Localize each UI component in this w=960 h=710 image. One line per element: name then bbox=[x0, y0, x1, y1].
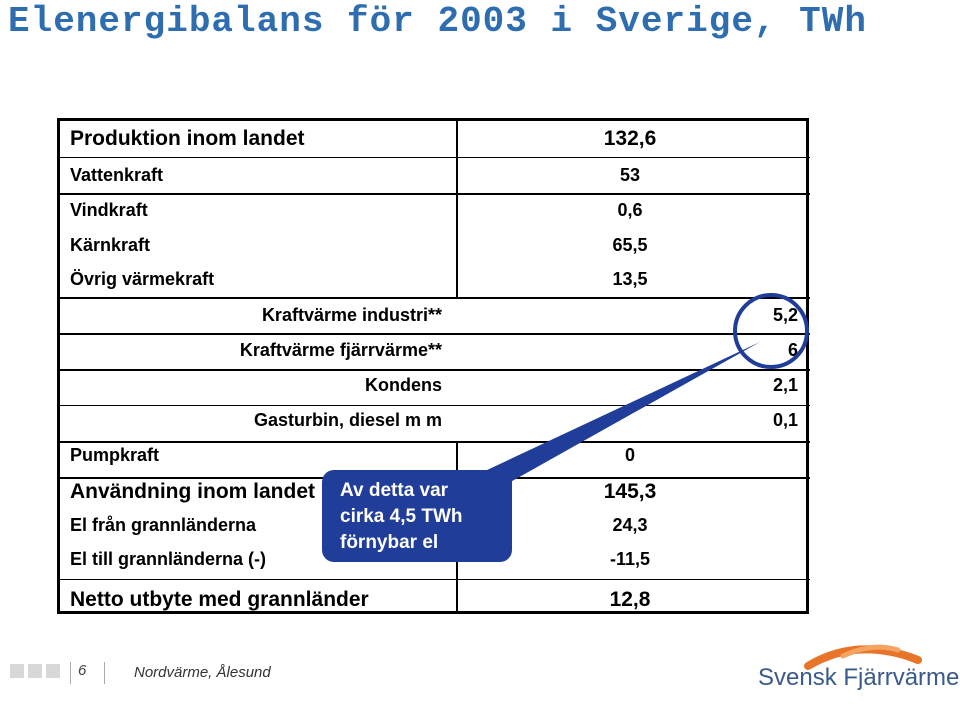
footer-square bbox=[46, 664, 60, 678]
footer-square bbox=[28, 664, 42, 678]
footer-divider bbox=[70, 662, 71, 684]
row-divider bbox=[60, 157, 810, 158]
ovrig-value: 13,5 bbox=[612, 269, 648, 289]
kv-industri-label: Kraftvärme industri** bbox=[261, 305, 442, 325]
anvandning-value: 145,3 bbox=[603, 480, 657, 503]
highlight-ellipse bbox=[733, 293, 809, 369]
el-till-value: -11,5 bbox=[609, 549, 651, 569]
logo-swoosh-icon bbox=[804, 644, 922, 670]
el-till-label: El till grannländerna (-) bbox=[70, 549, 267, 569]
footer-text: Nordvärme, Ålesund bbox=[134, 664, 271, 681]
produktion-value: 132,6 bbox=[603, 127, 657, 150]
row-divider bbox=[60, 333, 810, 335]
row-divider bbox=[60, 579, 810, 580]
karnkraft-label: Kärnkraft bbox=[70, 235, 151, 255]
kondens-value: 2,1 bbox=[772, 375, 798, 395]
footer-square bbox=[10, 664, 24, 678]
el-fran-label: El från grannländerna bbox=[70, 515, 257, 535]
vattenkraft-value: 53 bbox=[619, 165, 641, 185]
produktion-label: Produktion inom landet bbox=[70, 127, 305, 150]
kv-fjarr-label: Kraftvärme fjärrvärme** bbox=[239, 340, 442, 360]
footer-divider bbox=[104, 662, 105, 684]
row-divider bbox=[60, 369, 810, 371]
callout-line-2: cirka 4,5 TWh bbox=[340, 506, 463, 527]
ovrig-label: Övrig värmekraft bbox=[70, 269, 215, 289]
netto-value: 12,8 bbox=[609, 588, 651, 611]
netto-label: Netto utbyte med grannländer bbox=[70, 588, 369, 611]
callout-line-3: förnybar el bbox=[340, 532, 439, 553]
page-title: Elenergibalans för 2003 i Sverige, TWh bbox=[8, 1, 867, 42]
karnkraft-value: 65,5 bbox=[612, 235, 648, 255]
gasturbin-value: 0,1 bbox=[772, 410, 798, 430]
vindkraft-value: 0,6 bbox=[617, 200, 643, 220]
gasturbin-label: Gasturbin, diesel m m bbox=[253, 410, 442, 430]
pumpkraft-value: 0 bbox=[624, 445, 635, 465]
row-divider bbox=[60, 193, 810, 195]
logo-text: Svensk Fjärrvärme bbox=[758, 664, 960, 691]
anvandning-label: Användning inom landet bbox=[70, 480, 315, 503]
vattenkraft-label: Vattenkraft bbox=[70, 165, 164, 185]
row-divider bbox=[60, 297, 810, 299]
slide-footer: 6 Nordvärme, Ålesund bbox=[0, 658, 960, 688]
el-fran-value: 24,3 bbox=[612, 515, 648, 535]
row-divider bbox=[60, 405, 810, 406]
kv-industri-value: 5,2 bbox=[772, 305, 798, 325]
svensk-fjarrvarme-logo: Svensk Fjärrvärme bbox=[748, 640, 960, 706]
page-number: 6 bbox=[78, 662, 87, 679]
vindkraft-label: Vindkraft bbox=[70, 200, 148, 220]
kondens-label: Kondens bbox=[364, 375, 442, 395]
pumpkraft-label: Pumpkraft bbox=[70, 445, 160, 465]
callout-line-1: Av detta var bbox=[340, 480, 449, 501]
column-divider bbox=[456, 193, 458, 297]
renewable-callout: Av detta var cirka 4,5 TWh förnybar el bbox=[322, 470, 512, 562]
kv-fjarr-value: 6 bbox=[787, 340, 798, 360]
row-divider bbox=[60, 441, 810, 443]
